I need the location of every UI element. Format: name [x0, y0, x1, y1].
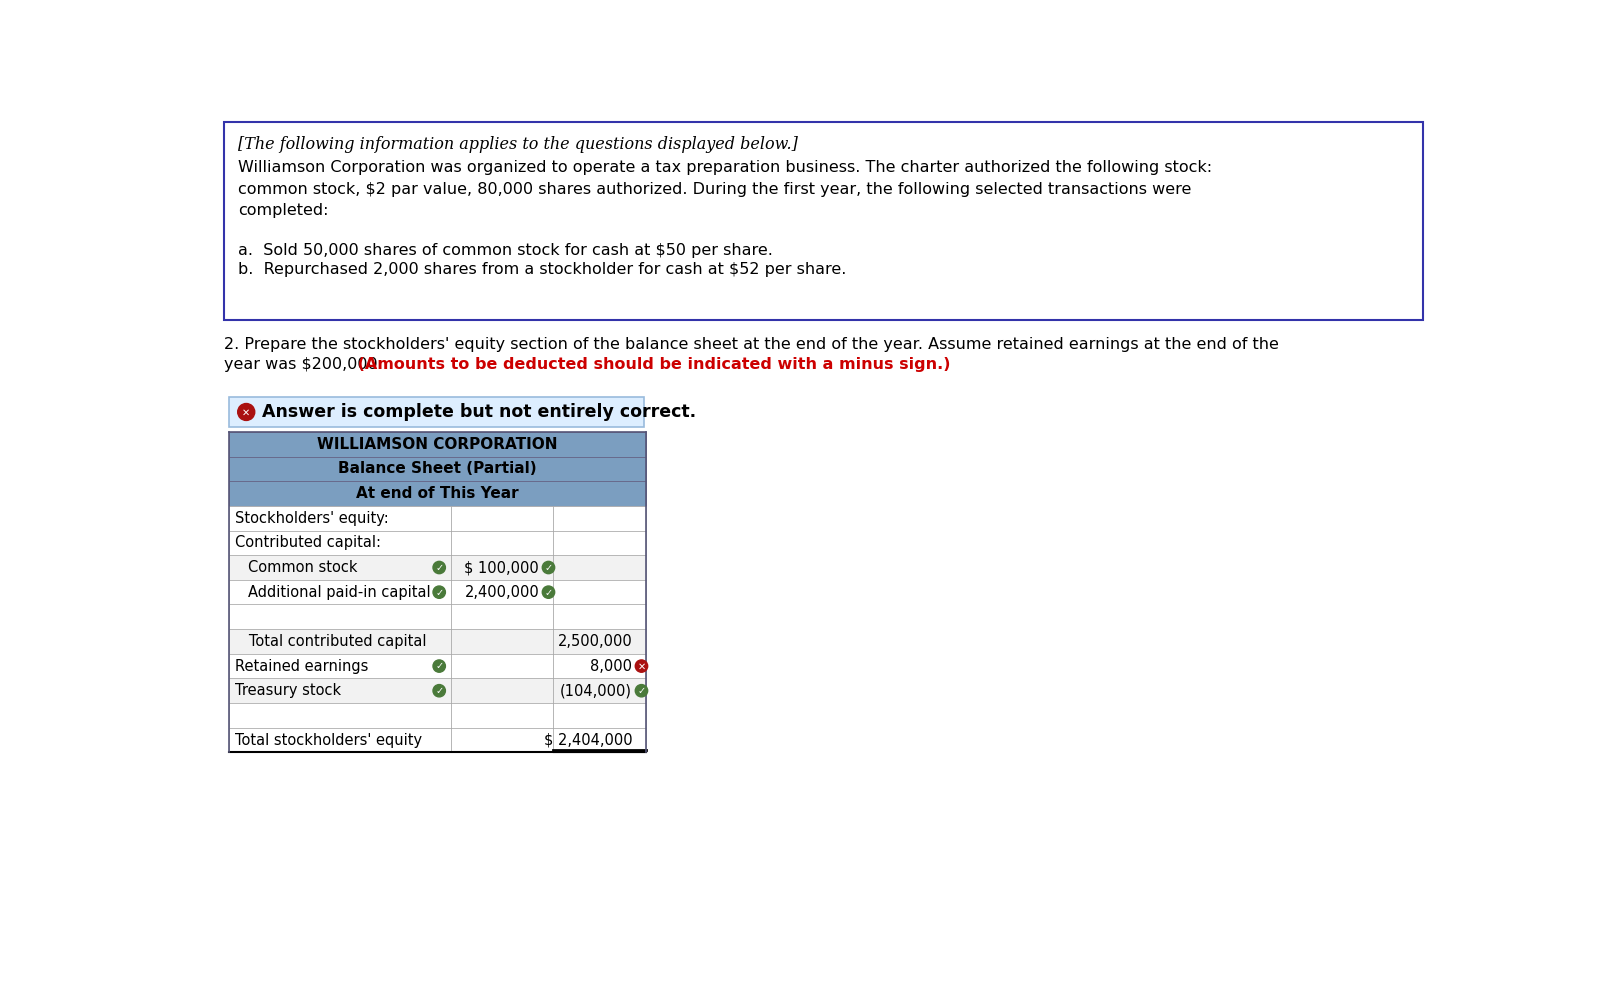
- Text: $ 2,404,000: $ 2,404,000: [544, 733, 632, 747]
- FancyBboxPatch shape: [229, 555, 646, 579]
- FancyBboxPatch shape: [229, 629, 646, 654]
- Text: Retained earnings: Retained earnings: [236, 659, 369, 674]
- Circle shape: [433, 586, 446, 598]
- Circle shape: [542, 586, 555, 598]
- FancyBboxPatch shape: [229, 397, 643, 427]
- Text: Total stockholders' equity: Total stockholders' equity: [236, 733, 422, 747]
- Text: (Amounts to be deducted should be indicated with a minus sign.): (Amounts to be deducted should be indica…: [351, 357, 950, 372]
- FancyBboxPatch shape: [229, 579, 646, 605]
- FancyBboxPatch shape: [229, 728, 646, 752]
- Circle shape: [635, 684, 648, 697]
- FancyBboxPatch shape: [229, 703, 646, 728]
- Text: WILLIAMSON CORPORATION: WILLIAMSON CORPORATION: [318, 437, 558, 452]
- Text: Balance Sheet (Partial): Balance Sheet (Partial): [338, 462, 537, 476]
- Text: Total contributed capital: Total contributed capital: [236, 634, 427, 649]
- Text: Common stock: Common stock: [247, 560, 358, 575]
- FancyBboxPatch shape: [229, 457, 646, 481]
- FancyBboxPatch shape: [229, 679, 646, 703]
- Text: 8,000: 8,000: [590, 659, 632, 674]
- Text: ✕: ✕: [637, 662, 645, 672]
- FancyBboxPatch shape: [229, 530, 646, 555]
- Text: Treasury stock: Treasury stock: [236, 683, 342, 698]
- Circle shape: [635, 660, 648, 673]
- Text: a.  Sold 50,000 shares of common stock for cash at $50 per share.: a. Sold 50,000 shares of common stock fo…: [237, 244, 773, 258]
- Text: ✓: ✓: [435, 662, 443, 672]
- FancyBboxPatch shape: [223, 122, 1423, 320]
- Circle shape: [433, 562, 446, 573]
- Text: (104,000): (104,000): [560, 683, 632, 698]
- Text: Answer is complete but not entirely correct.: Answer is complete but not entirely corr…: [261, 403, 696, 421]
- Circle shape: [433, 684, 446, 697]
- Text: At end of This Year: At end of This Year: [356, 486, 520, 501]
- Text: 2,400,000: 2,400,000: [465, 584, 539, 600]
- FancyBboxPatch shape: [229, 605, 646, 629]
- Text: 2. Prepare the stockholders' equity section of the balance sheet at the end of t: 2. Prepare the stockholders' equity sect…: [223, 337, 1278, 353]
- Text: Stockholders' equity:: Stockholders' equity:: [236, 511, 390, 525]
- Text: ✓: ✓: [544, 563, 552, 573]
- Text: ✓: ✓: [637, 686, 645, 696]
- Text: [The following information applies to the questions displayed below.]: [The following information applies to th…: [237, 136, 797, 152]
- FancyBboxPatch shape: [229, 506, 646, 530]
- FancyBboxPatch shape: [229, 654, 646, 679]
- Text: b.  Repurchased 2,000 shares from a stockholder for cash at $52 per share.: b. Repurchased 2,000 shares from a stock…: [237, 262, 845, 277]
- Text: Contributed capital:: Contributed capital:: [236, 535, 382, 550]
- Text: ✓: ✓: [544, 587, 552, 597]
- Text: Additional paid-in capital: Additional paid-in capital: [247, 584, 430, 600]
- Text: $ 100,000: $ 100,000: [465, 560, 539, 575]
- Text: ✓: ✓: [435, 563, 443, 573]
- FancyBboxPatch shape: [229, 432, 646, 457]
- Text: ✓: ✓: [435, 587, 443, 597]
- Circle shape: [542, 562, 555, 573]
- Text: ✓: ✓: [435, 686, 443, 696]
- Text: ✕: ✕: [242, 408, 250, 417]
- Text: 2,500,000: 2,500,000: [558, 634, 632, 649]
- Text: Williamson Corporation was organized to operate a tax preparation business. The : Williamson Corporation was organized to …: [237, 160, 1213, 218]
- Circle shape: [237, 404, 255, 420]
- Text: year was $200,000.: year was $200,000.: [223, 357, 382, 372]
- Circle shape: [433, 660, 446, 673]
- FancyBboxPatch shape: [229, 481, 646, 506]
